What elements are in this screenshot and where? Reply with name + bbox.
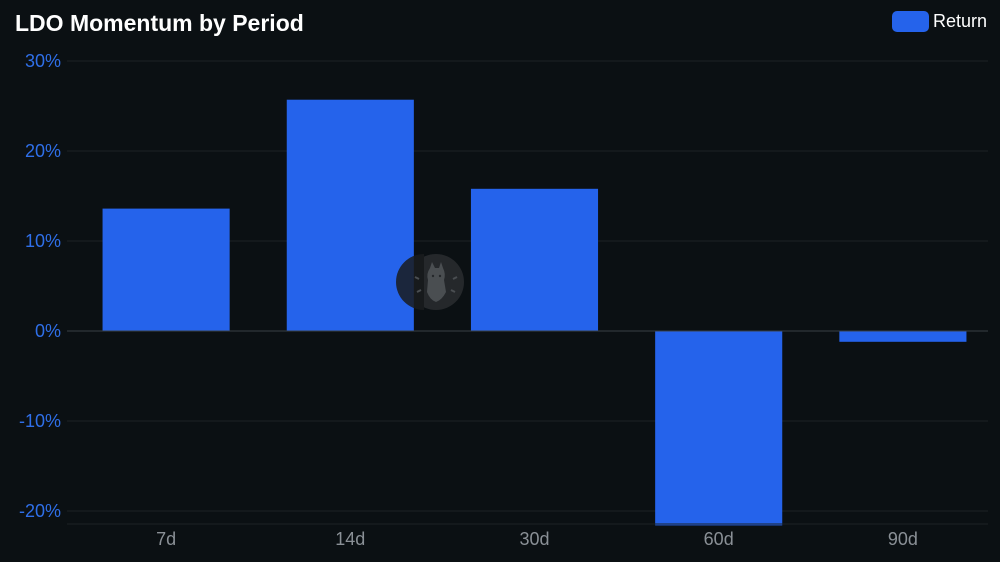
bar — [470, 188, 599, 331]
chart-title: LDO Momentum by Period — [15, 10, 304, 36]
y-tick-label: -10% — [19, 411, 61, 431]
x-tick-label: 14d — [335, 529, 365, 549]
y-tick-label: 20% — [25, 141, 61, 161]
legend[interactable]: Return — [891, 11, 987, 32]
llama-logo-icon — [396, 254, 464, 310]
x-axis-ticks: 7d 14d 30d 60d 90d — [156, 529, 918, 549]
y-axis-ticks: 30% 20% 10% 0% -10% -20% — [19, 51, 61, 521]
y-tick-label: 10% — [25, 231, 61, 251]
bar — [655, 331, 783, 526]
bar — [102, 208, 230, 331]
bar — [839, 331, 967, 342]
y-tick-label: -20% — [19, 501, 61, 521]
legend-label: Return — [932, 11, 987, 31]
zero-line — [67, 330, 988, 525]
x-tick-label: 7d — [156, 529, 176, 549]
x-tick-label: 60d — [704, 529, 734, 549]
x-tick-label: 30d — [519, 529, 549, 549]
x-tick-label: 90d — [888, 529, 918, 549]
y-tick-label: 30% — [25, 51, 61, 71]
y-tick-label: 0% — [35, 321, 61, 341]
legend-swatch — [891, 11, 929, 32]
bars — [102, 99, 967, 526]
bar — [286, 99, 414, 331]
